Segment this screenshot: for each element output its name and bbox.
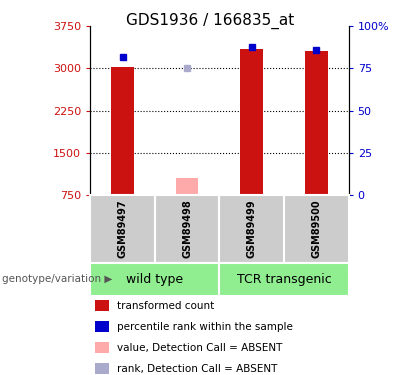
Text: GSM89499: GSM89499 — [247, 200, 257, 258]
Text: wild type: wild type — [126, 273, 184, 286]
Bar — [176, 178, 199, 195]
Text: TCR transgenic: TCR transgenic — [236, 273, 331, 286]
Bar — [305, 51, 328, 195]
Text: GDS1936 / 166835_at: GDS1936 / 166835_at — [126, 13, 294, 29]
Text: value, Detection Call = ABSENT: value, Detection Call = ABSENT — [117, 343, 282, 352]
Text: transformed count: transformed count — [117, 301, 214, 310]
Text: percentile rank within the sample: percentile rank within the sample — [117, 322, 293, 332]
Text: genotype/variation ▶: genotype/variation ▶ — [2, 274, 113, 284]
Bar — [240, 50, 263, 195]
Text: GSM89498: GSM89498 — [182, 200, 192, 258]
Text: GSM89497: GSM89497 — [118, 200, 128, 258]
Text: GSM89500: GSM89500 — [311, 200, 321, 258]
Text: rank, Detection Call = ABSENT: rank, Detection Call = ABSENT — [117, 364, 277, 374]
Bar — [111, 67, 134, 195]
